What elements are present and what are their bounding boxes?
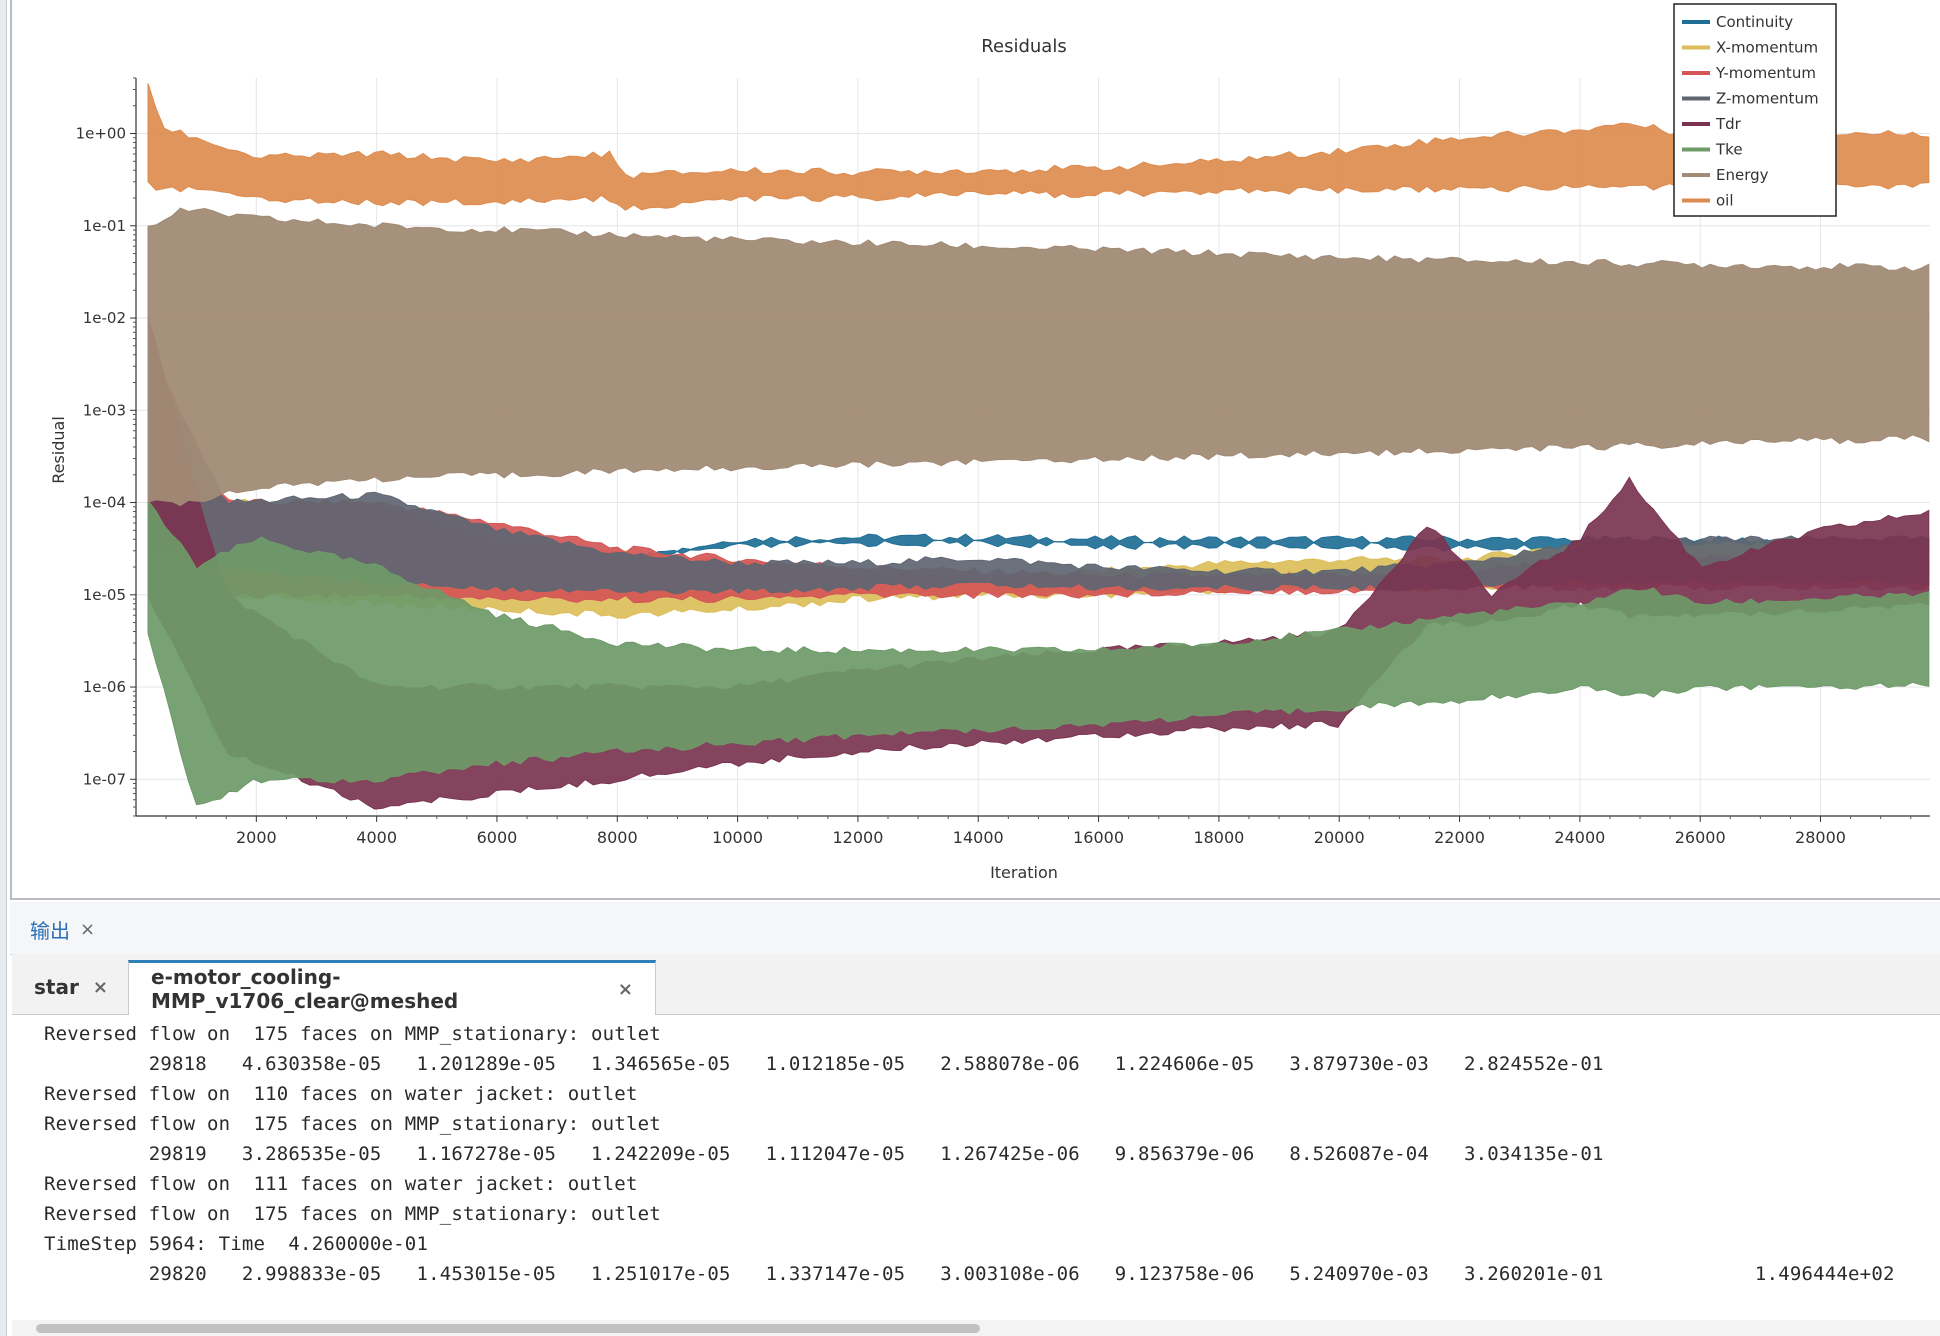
console-tab-bar: star × e-motor_cooling-MMP_v1706_clear@m… bbox=[12, 954, 1940, 1015]
legend-label: Energy bbox=[1716, 166, 1769, 184]
y-axis-label: Residual bbox=[49, 416, 68, 484]
residuals-chart: 2000 4000 6000 8000 10000 12000 14000 16000 1800… bbox=[49, 3, 1930, 882]
legend-label: oil bbox=[1716, 192, 1734, 210]
y-tick-label: 1e-04 bbox=[83, 494, 126, 512]
x-tick-label: 24000 bbox=[1554, 828, 1605, 847]
legend-label: Tke bbox=[1715, 141, 1743, 159]
chart-legend: Continuity X-momentum Y-momentum Z-momentum… bbox=[1673, 3, 1837, 217]
tab-simulation[interactable]: e-motor_cooling-MMP_v1706_clear@meshed × bbox=[128, 960, 656, 1015]
legend-label: X-momentum bbox=[1716, 39, 1818, 57]
y-tick-label: 1e-02 bbox=[83, 309, 126, 327]
y-tick-label: 1e-05 bbox=[83, 586, 126, 604]
x-tick-label: 16000 bbox=[1073, 828, 1124, 847]
output-panel-header: 输出 × bbox=[10, 902, 1940, 955]
console-line: Reversed flow on 175 faces on MMP_statio… bbox=[44, 1023, 661, 1045]
output-tab-label: 输出 bbox=[30, 918, 70, 943]
y-tick-label: 1e-03 bbox=[83, 401, 126, 419]
scrollbar-thumb[interactable] bbox=[36, 1324, 980, 1333]
window-left-border bbox=[0, 0, 7, 1336]
tab-star[interactable]: star × bbox=[12, 960, 124, 1014]
tab-star-label: star bbox=[34, 975, 79, 999]
close-star-tab-icon[interactable]: × bbox=[92, 976, 108, 998]
legend-label: Continuity bbox=[1716, 13, 1793, 31]
residuals-plot-panel: 2000 4000 6000 8000 10000 12000 14000 16000 1800… bbox=[10, 0, 1940, 900]
console-line: 29820 2.998833e-05 1.453015e-05 1.251017… bbox=[44, 1263, 1895, 1285]
console-output[interactable]: Reversed flow on 175 faces on MMP_statio… bbox=[12, 1015, 1940, 1315]
console-line: Reversed flow on 110 faces on water jack… bbox=[44, 1083, 638, 1105]
y-tick-label: 1e-01 bbox=[83, 217, 126, 235]
y-tick-label: 1e-06 bbox=[83, 678, 126, 696]
console-line: Reversed flow on 175 faces on MMP_statio… bbox=[44, 1203, 661, 1225]
x-tick-label: 12000 bbox=[832, 828, 883, 847]
console-line: TimeStep 5964: Time 4.260000e-01 bbox=[44, 1233, 429, 1255]
y-tick-label: 1e-07 bbox=[83, 770, 126, 788]
x-axis-label: Iteration bbox=[990, 863, 1058, 882]
x-tick-label: 8000 bbox=[597, 828, 638, 847]
y-tick-label: 1e+00 bbox=[76, 125, 126, 143]
series-energy-band bbox=[147, 207, 1930, 507]
x-tick-label: 4000 bbox=[356, 828, 397, 847]
x-tick-label: 28000 bbox=[1795, 828, 1846, 847]
series-tke-band bbox=[147, 499, 1930, 806]
console-horizontal-scrollbar[interactable] bbox=[12, 1320, 1940, 1336]
close-output-icon[interactable]: × bbox=[80, 918, 96, 940]
console-line: 29818 4.630358e-05 1.201289e-05 1.346565… bbox=[44, 1053, 1604, 1075]
legend-label: Tdr bbox=[1715, 115, 1742, 133]
chart-title: Residuals bbox=[981, 36, 1066, 57]
x-tick-label: 2000 bbox=[236, 828, 277, 847]
close-simulation-tab-icon[interactable]: × bbox=[617, 978, 633, 1000]
console-line: Reversed flow on 175 faces on MMP_statio… bbox=[44, 1113, 661, 1135]
series-oil-band bbox=[147, 83, 1930, 211]
console-line: Reversed flow on 111 faces on water jack… bbox=[44, 1173, 638, 1195]
legend-box bbox=[1673, 3, 1837, 217]
x-tick-label: 10000 bbox=[712, 828, 763, 847]
x-tick-label: 20000 bbox=[1314, 828, 1365, 847]
tab-output[interactable]: 输出 × bbox=[18, 912, 107, 946]
legend-label: Y-momentum bbox=[1715, 64, 1816, 82]
console-line: 29819 3.286535e-05 1.167278e-05 1.242209… bbox=[44, 1143, 1604, 1165]
x-tick-label: 26000 bbox=[1675, 828, 1726, 847]
x-tick-label: 6000 bbox=[477, 828, 518, 847]
x-tick-label: 18000 bbox=[1193, 828, 1244, 847]
x-tick-label: 14000 bbox=[953, 828, 1004, 847]
legend-label: Z-momentum bbox=[1716, 90, 1819, 108]
tab-simulation-label: e-motor_cooling-MMP_v1706_clear@meshed bbox=[151, 965, 459, 1013]
x-tick-label: 22000 bbox=[1434, 828, 1485, 847]
